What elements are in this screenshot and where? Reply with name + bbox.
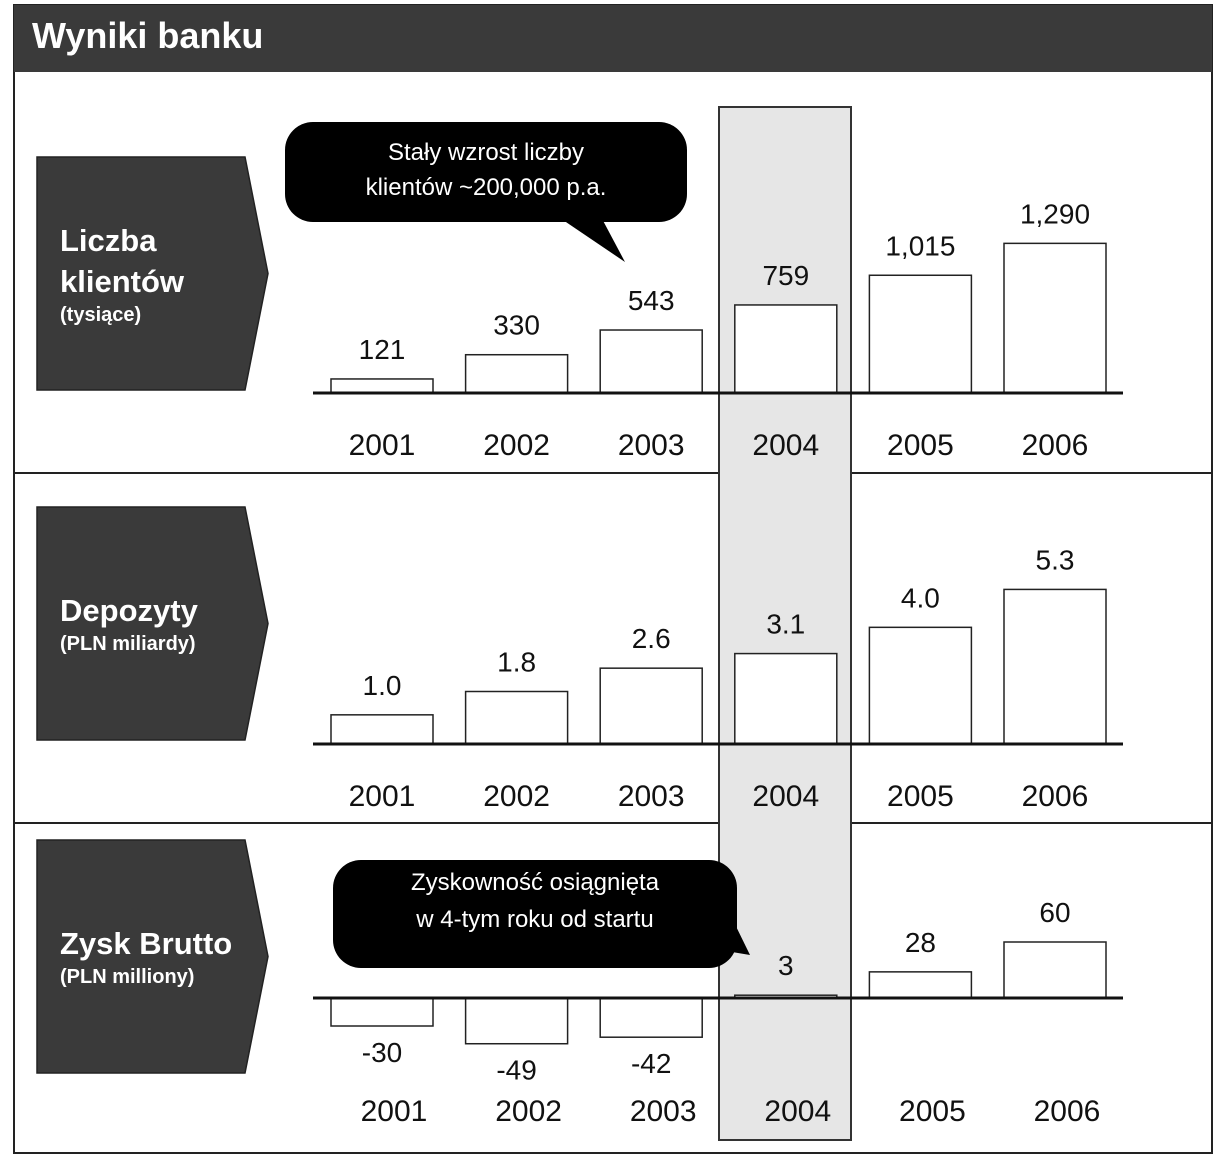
bar <box>734 304 838 394</box>
callout-tail <box>560 215 625 262</box>
bar <box>1003 941 1107 999</box>
x-tick-label: 2001 <box>349 780 416 813</box>
data-label: 1.0 <box>363 670 402 701</box>
x-tick-label: 2001 <box>361 1095 428 1128</box>
callout <box>285 122 687 222</box>
data-label: 5.3 <box>1036 544 1075 575</box>
x-tick-label: 2002 <box>483 429 550 462</box>
section-label: Depozyty (PLN miliardy) <box>37 507 252 740</box>
section-label-shape <box>36 156 269 391</box>
x-tick-label: 2006 <box>1022 429 1089 462</box>
bar <box>464 353 569 394</box>
data-label: 2.6 <box>632 623 671 654</box>
section-subtitle: (PLN miliardy) <box>60 633 196 655</box>
bar <box>330 378 434 394</box>
section-subtitle: (tysiące) <box>60 303 142 326</box>
data-label: 1.8 <box>497 647 536 678</box>
x-tick-label: 2005 <box>887 429 954 462</box>
annotation: Stały wzrost liczby <box>388 139 584 166</box>
annotation: w 4-tym roku od startu <box>415 906 653 933</box>
bar <box>330 997 434 1027</box>
data-label: 3.1 <box>766 609 805 640</box>
bar <box>734 652 838 745</box>
data-label: 1,290 <box>1020 198 1090 229</box>
data-label: 121 <box>359 334 406 365</box>
x-tick-label: 2005 <box>887 780 954 813</box>
data-label: 4.0 <box>901 582 940 613</box>
page-title: Wyniki banku <box>32 15 263 56</box>
x-tick-label: 2005 <box>899 1095 966 1128</box>
bar <box>1003 242 1107 394</box>
data-label: -42 <box>631 1048 671 1079</box>
x-tick-label: 2004 <box>752 429 819 462</box>
data-label: 28 <box>905 927 936 958</box>
bar <box>1003 588 1107 745</box>
data-label: -30 <box>362 1037 402 1068</box>
section-title: Zysk Brutto <box>60 926 233 961</box>
annotation: klientów ~200,000 p.a. <box>366 174 607 201</box>
header <box>14 5 1212 72</box>
highlight-column <box>718 106 852 1141</box>
section-label: Zysk Brutto (PLN milliony) <box>37 840 252 1073</box>
x-tick-label: 2001 <box>349 429 416 462</box>
data-label: 543 <box>628 285 675 316</box>
bar <box>599 667 703 745</box>
bar <box>599 329 703 394</box>
x-tick-label: 2006 <box>1034 1095 1101 1128</box>
section-label: Liczba klientów (tysiące) <box>37 157 252 390</box>
bar <box>868 626 973 745</box>
bar <box>599 997 703 1038</box>
bar <box>464 690 569 745</box>
x-tick-label: 2002 <box>495 1095 562 1128</box>
section-label-box: Depozyty (PLN miliardy) <box>37 507 252 740</box>
charts: Liczba klientów (tysiące) 121 2001 330 2002 54… <box>36 122 1123 1128</box>
data-label: 1,015 <box>885 230 955 261</box>
x-tick-label: 2003 <box>630 1095 697 1128</box>
data-label: -49 <box>496 1055 536 1086</box>
x-tick-label: 2004 <box>752 780 819 813</box>
callout <box>333 860 737 968</box>
section-subtitle: (PLN milliony) <box>60 966 195 988</box>
x-tick-label: 2002 <box>483 780 550 813</box>
section-label-box: Zysk Brutto (PLN milliony) <box>37 840 252 1073</box>
data-label: 3 <box>778 950 794 981</box>
data-label: 330 <box>493 310 540 341</box>
x-tick-label: 2004 <box>764 1095 831 1128</box>
data-label: 759 <box>762 260 809 291</box>
section-title: Liczba klientów <box>60 222 185 299</box>
bar <box>330 714 434 745</box>
x-tick-label: 2003 <box>618 429 685 462</box>
data-label: 60 <box>1039 897 1070 928</box>
section-label-shape <box>36 506 269 741</box>
annotation: Zyskowność osiągnięta <box>411 869 660 896</box>
bar <box>464 997 569 1045</box>
bar <box>868 274 973 394</box>
x-tick-label: 2006 <box>1022 780 1089 813</box>
bar <box>868 971 973 999</box>
section-title: Depozyty <box>60 593 198 628</box>
x-tick-label: 2003 <box>618 780 685 813</box>
section-label-shape <box>36 839 269 1074</box>
section-label-box: Liczba klientów (tysiące) <box>37 157 252 390</box>
